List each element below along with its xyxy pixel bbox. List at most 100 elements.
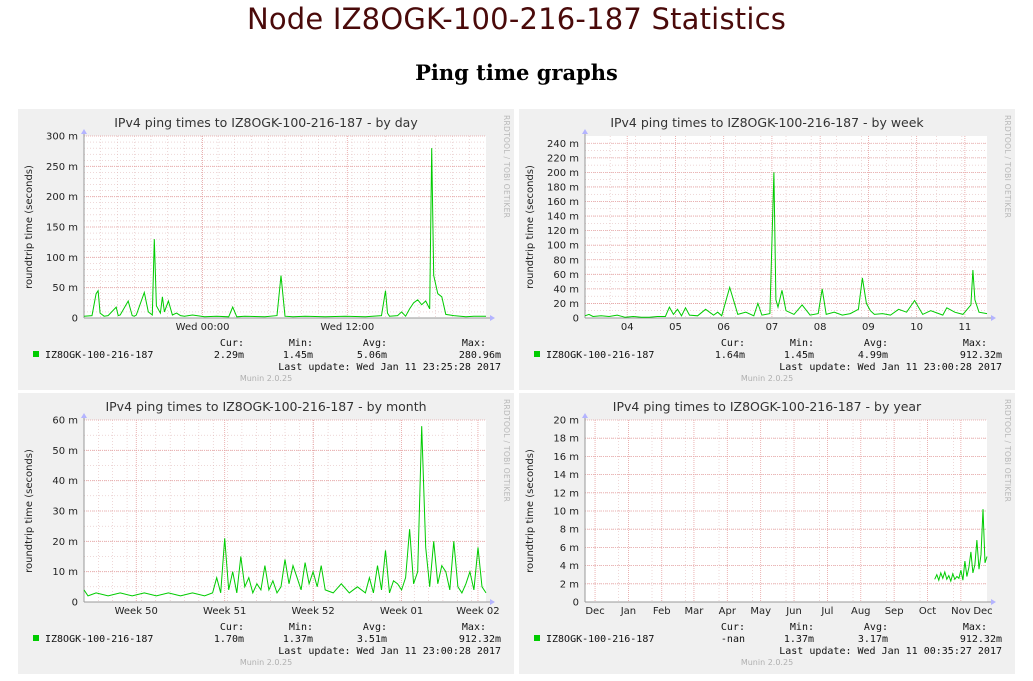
y-tick-label: 140 m (547, 212, 579, 223)
chart-title: IPv4 ping times to IZ8OGK-100-216-187 - … (613, 399, 922, 414)
x-tick-label: Jun (785, 606, 802, 617)
y-tick-label: 150 m (46, 223, 78, 234)
legend-value-cur: -nan (721, 634, 745, 645)
legend-value-cur: 2.29m (214, 350, 244, 361)
x-tick-label: 08 (814, 322, 827, 333)
legend-header-min: Min: (289, 622, 313, 633)
legend-header-max: Max: (963, 338, 987, 349)
graph-panel-month[interactable]: IPv4 ping times to IZ8OGK-100-216-187 - … (18, 393, 514, 674)
y-tick-label: 180 m (547, 182, 579, 193)
axis-arrows (582, 413, 996, 605)
chart-svg: IPv4 ping times to IZ8OGK-100-216-187 - … (24, 399, 511, 667)
graph-panel-day[interactable]: IPv4 ping times to IZ8OGK-100-216-187 - … (18, 109, 514, 390)
axes (584, 416, 993, 603)
page-title: Node IZ8OGK-100-216-187 Statistics (246, 2, 787, 36)
y-tick-label: 6 m (560, 543, 579, 554)
legend-header-avg: Avg: (363, 622, 387, 633)
x-tick-label: Dec (585, 606, 604, 617)
legend-value-max: 912.32m (960, 634, 1002, 645)
y-tick-label: 0 (573, 314, 579, 325)
y-tick-label: 60 m (52, 416, 78, 427)
y-tick-label: 200 m (46, 192, 78, 203)
chart-svg: IPv4 ping times to IZ8OGK-100-216-187 - … (24, 115, 511, 383)
axis-arrows (81, 129, 495, 321)
y-tick-label: 100 m (547, 241, 579, 252)
legend-series-name: IZ8OGK-100-216-187 (546, 350, 654, 361)
y-tick-label: 8 m (560, 525, 579, 536)
x-tick-label: 09 (862, 322, 875, 333)
munin-version: Munin 2.0.25 (240, 374, 292, 383)
chart-svg: IPv4 ping times to IZ8OGK-100-216-187 - … (525, 115, 1012, 383)
legend-header-min: Min: (790, 338, 814, 349)
y-tick-label: 120 m (547, 226, 579, 237)
legend-header-avg: Avg: (864, 622, 888, 633)
last-update: Last update: Wed Jan 11 00:35:27 2017 (779, 646, 1002, 657)
y-tick-label: 250 m (46, 162, 78, 173)
x-tick-label: 07 (766, 322, 779, 333)
legend-value-min: 1.37m (283, 634, 313, 645)
legend-value-max: 912.32m (459, 634, 501, 645)
legend-header-cur: Cur: (220, 622, 244, 633)
legend-value-avg: 4.99m (858, 350, 888, 361)
graph-panel-week[interactable]: IPv4 ping times to IZ8OGK-100-216-187 - … (519, 109, 1015, 390)
y-tick-label: 12 m (553, 488, 579, 499)
rrdtool-watermark: RRDTOOL / TOBI OETIKER (502, 115, 511, 218)
legend-value-cur: 1.64m (715, 350, 745, 361)
legend-swatch (33, 635, 39, 641)
y-tick-label: 100 m (46, 253, 78, 264)
axes (83, 132, 492, 319)
axes (584, 132, 993, 319)
series-line (584, 172, 988, 318)
y-tick-label: 40 m (52, 476, 78, 487)
x-tick-label: 10 (910, 322, 923, 333)
x-tick-label: Jul (820, 606, 833, 617)
legend-header-cur: Cur: (721, 622, 745, 633)
axes (83, 416, 492, 603)
legend-header-max: Max: (462, 622, 486, 633)
x-tick-label: Dec (973, 606, 992, 617)
legend-series-name: IZ8OGK-100-216-187 (45, 634, 153, 645)
x-tick-label: Aug (851, 606, 871, 617)
legend-value-cur: 1.70m (214, 634, 244, 645)
munin-version: Munin 2.0.25 (741, 374, 793, 383)
graph-panel-year[interactable]: IPv4 ping times to IZ8OGK-100-216-187 - … (519, 393, 1015, 674)
axis-arrows (81, 413, 495, 605)
legend-value-avg: 3.17m (858, 634, 888, 645)
x-tick-label: Week 01 (380, 606, 423, 617)
last-update: Last update: Wed Jan 11 23:00:28 2017 (779, 362, 1002, 373)
legend-value-min: 1.45m (283, 350, 313, 361)
munin-version: Munin 2.0.25 (240, 658, 292, 667)
munin-version: Munin 2.0.25 (741, 658, 793, 667)
legend-header-max: Max: (462, 338, 486, 349)
legend-header-avg: Avg: (363, 338, 387, 349)
y-tick-label: 18 m (553, 434, 579, 445)
chart-title: IPv4 ping times to IZ8OGK-100-216-187 - … (610, 115, 924, 130)
x-tick-label: May (750, 606, 771, 617)
y-tick-label: 160 m (547, 197, 579, 208)
legend-swatch (33, 351, 39, 357)
last-update: Last update: Wed Jan 11 23:00:28 2017 (278, 646, 501, 657)
x-tick-label: Nov (951, 606, 971, 617)
major-grid (84, 135, 486, 318)
y-tick-label: 0 (72, 314, 78, 325)
series-line (934, 509, 988, 583)
major-grid (585, 419, 987, 602)
y-tick-label: 20 m (553, 299, 579, 310)
x-tick-label: 06 (717, 322, 730, 333)
y-tick-label: 20 m (553, 416, 579, 427)
x-tick-label: Week 51 (203, 606, 246, 617)
legend-series-name: IZ8OGK-100-216-187 (45, 350, 153, 361)
y-tick-label: 14 m (553, 470, 579, 481)
x-tick-label: Oct (919, 606, 936, 617)
y-tick-label: 2 m (560, 579, 579, 590)
x-tick-label: Apr (719, 606, 737, 617)
x-tick-label: Week 50 (115, 606, 158, 617)
y-axis-label: roundtrip time (seconds) (525, 449, 536, 573)
legend-value-min: 1.37m (784, 634, 814, 645)
legend-header-avg: Avg: (864, 338, 888, 349)
legend-value-max: 280.96m (459, 350, 501, 361)
chart-title: IPv4 ping times to IZ8OGK-100-216-187 - … (114, 115, 418, 130)
y-tick-label: 200 m (547, 168, 579, 179)
y-tick-label: 80 m (553, 255, 579, 266)
x-tick-label: Wed 12:00 (320, 322, 374, 333)
